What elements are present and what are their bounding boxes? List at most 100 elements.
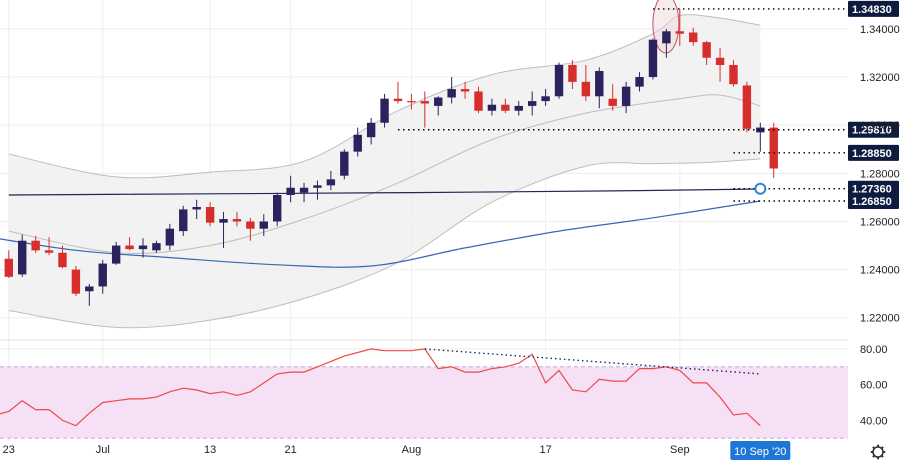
- candle[interactable]: [702, 40, 711, 65]
- candle[interactable]: [715, 48, 725, 82]
- candle[interactable]: [152, 240, 161, 253]
- candle-body: [259, 221, 268, 229]
- candle[interactable]: [541, 89, 550, 106]
- candle[interactable]: [756, 122, 765, 152]
- candle[interactable]: [299, 182, 309, 203]
- candle[interactable]: [58, 245, 67, 269]
- level-value: 1.34830: [852, 4, 892, 16]
- bollinger-fill: [8, 14, 761, 328]
- candle-body: [31, 240, 40, 251]
- candle[interactable]: [4, 250, 13, 279]
- candle[interactable]: [71, 265, 81, 297]
- candle-body: [152, 243, 161, 251]
- level-label-bg: [848, 180, 899, 197]
- candle[interactable]: [675, 8, 684, 46]
- candle[interactable]: [487, 98, 497, 116]
- level-label-bg: [848, 121, 899, 138]
- candle[interactable]: [85, 284, 94, 306]
- candle[interactable]: [380, 93, 389, 128]
- candle[interactable]: [366, 117, 376, 145]
- candle[interactable]: [514, 101, 523, 116]
- candle[interactable]: [420, 91, 430, 128]
- candle-body: [541, 96, 550, 102]
- candle[interactable]: [621, 81, 631, 114]
- candle[interactable]: [689, 27, 698, 46]
- candle-body: [702, 42, 711, 58]
- candle[interactable]: [353, 127, 362, 157]
- gear-ring: [872, 446, 884, 458]
- candle-body: [232, 219, 242, 222]
- candle-body: [662, 31, 671, 44]
- candle[interactable]: [742, 81, 752, 133]
- candle-body: [621, 86, 631, 106]
- candle[interactable]: [340, 149, 349, 180]
- candle[interactable]: [568, 60, 577, 90]
- candle[interactable]: [179, 205, 188, 236]
- candle[interactable]: [527, 91, 537, 116]
- candle[interactable]: [313, 180, 322, 200]
- price-tick-label: 1.26000: [860, 216, 900, 228]
- candle-body: [608, 98, 617, 106]
- candle[interactable]: [769, 122, 778, 179]
- moving-averages: [0, 188, 761, 268]
- price-tick-label: 1.28000: [860, 168, 900, 180]
- candle[interactable]: [434, 96, 443, 116]
- candle[interactable]: [648, 38, 658, 80]
- candle[interactable]: [125, 237, 134, 251]
- candle-body: [635, 77, 644, 87]
- candle-body: [44, 250, 54, 253]
- x-tick-label: 13: [204, 444, 216, 456]
- level-value: 1.27360: [852, 184, 892, 196]
- candle[interactable]: [219, 211, 228, 248]
- candle[interactable]: [232, 211, 242, 227]
- rsi-divergence-line: [424, 348, 761, 375]
- candle[interactable]: [460, 81, 470, 99]
- candles: [4, 8, 778, 306]
- candle-body: [527, 101, 537, 106]
- candle[interactable]: [635, 72, 644, 92]
- candle-body: [340, 151, 349, 176]
- candle[interactable]: [595, 67, 604, 109]
- current-price-marker[interactable]: [754, 182, 767, 195]
- candle[interactable]: [581, 64, 591, 102]
- ma-dark-line: [8, 188, 761, 196]
- candle-body: [434, 97, 443, 106]
- rsi-line: [0, 348, 761, 427]
- candle[interactable]: [608, 84, 617, 111]
- candle[interactable]: [286, 175, 295, 203]
- bollinger-lower-line: [8, 158, 761, 329]
- candle[interactable]: [662, 28, 671, 58]
- candle[interactable]: [729, 60, 738, 87]
- candle[interactable]: [273, 192, 282, 227]
- candle[interactable]: [246, 217, 255, 241]
- gear-icon[interactable]: [870, 444, 886, 460]
- bollinger-middle-line: [8, 94, 761, 254]
- candle[interactable]: [98, 259, 107, 294]
- candle[interactable]: [18, 234, 27, 277]
- candle[interactable]: [259, 214, 268, 236]
- level-value: 1.29810: [852, 125, 892, 137]
- candle[interactable]: [205, 202, 215, 227]
- candle[interactable]: [138, 238, 148, 258]
- candle[interactable]: [326, 170, 336, 191]
- rsi-tick-label: 40.00: [860, 415, 888, 427]
- candle-body: [769, 127, 778, 169]
- candle[interactable]: [393, 81, 403, 104]
- candle-body: [460, 89, 470, 92]
- rsi-tick-label: 80.00: [860, 344, 888, 356]
- candle-body: [420, 101, 430, 104]
- candle[interactable]: [407, 93, 416, 110]
- candle[interactable]: [192, 199, 201, 220]
- candle[interactable]: [501, 98, 510, 114]
- candle-body: [595, 71, 604, 97]
- candle[interactable]: [31, 235, 40, 253]
- candle[interactable]: [554, 62, 564, 99]
- candle[interactable]: [44, 237, 54, 256]
- gear-tooth: [872, 454, 876, 458]
- candle[interactable]: [111, 241, 121, 265]
- candle[interactable]: [474, 86, 483, 114]
- candle[interactable]: [165, 223, 175, 251]
- candle-body: [111, 245, 121, 264]
- candle[interactable]: [447, 77, 456, 104]
